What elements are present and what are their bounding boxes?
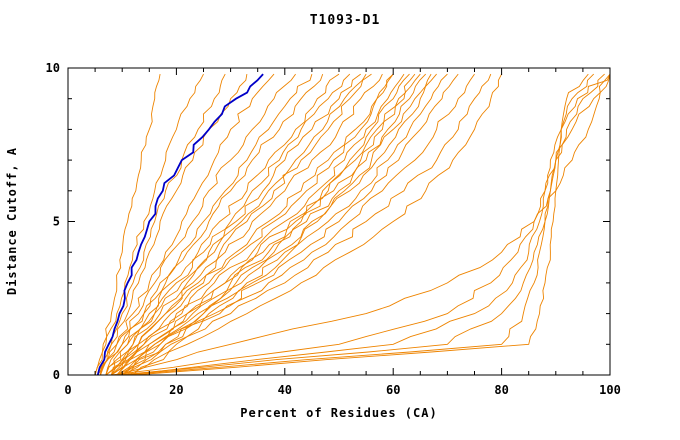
model-curve [116, 73, 427, 376]
model-curve [111, 73, 410, 376]
y-axis-label: Distance Cutoff, A [5, 147, 19, 295]
model-curve [105, 73, 324, 376]
highlighted-model-curve [96, 73, 264, 376]
x-axis-label: Percent of Residues (CA) [240, 406, 437, 420]
x-tick-label: 20 [169, 383, 183, 397]
y-tick-label: 0 [53, 368, 60, 382]
model-curve [116, 73, 605, 376]
x-tick-label: 40 [278, 383, 292, 397]
model-curve [121, 73, 448, 376]
model-curve [100, 74, 248, 376]
model-curve [105, 73, 340, 376]
model-curves [94, 73, 611, 376]
x-tick-label: 60 [386, 383, 400, 397]
model-curve [116, 73, 421, 376]
model-curve [116, 74, 611, 376]
model-curve [94, 74, 161, 376]
chart-title: T1093-D1 [310, 13, 381, 28]
model-curve [100, 73, 296, 376]
x-tick-label: 80 [494, 383, 508, 397]
model-curve [127, 73, 475, 376]
model-curve [121, 73, 459, 376]
x-tick-label: 0 [64, 383, 71, 397]
model-curve [116, 73, 416, 376]
model-curve [122, 73, 589, 376]
model-curve [100, 73, 313, 376]
model-curve [111, 73, 367, 376]
model-curve [105, 73, 361, 376]
y-tick-label: 10 [46, 61, 60, 75]
y-tick-label: 5 [53, 215, 60, 229]
model-curve [105, 73, 351, 376]
model-curve [111, 73, 405, 376]
model-curve [97, 73, 226, 376]
model-curve [100, 73, 275, 376]
model-curve [94, 73, 204, 376]
plot-frame [67, 67, 611, 376]
model-curve [132, 73, 595, 376]
model-curve [127, 73, 492, 376]
axis-tick-labels: 0 20 40 60 80 100 0 5 10 [46, 61, 621, 397]
model-curve [132, 73, 502, 376]
model-curve [105, 73, 394, 376]
model-curve [121, 73, 437, 376]
x-tick-label: 100 [599, 383, 621, 397]
model-curve [110, 73, 372, 376]
model-curve [111, 73, 383, 376]
model-curve [127, 73, 611, 376]
